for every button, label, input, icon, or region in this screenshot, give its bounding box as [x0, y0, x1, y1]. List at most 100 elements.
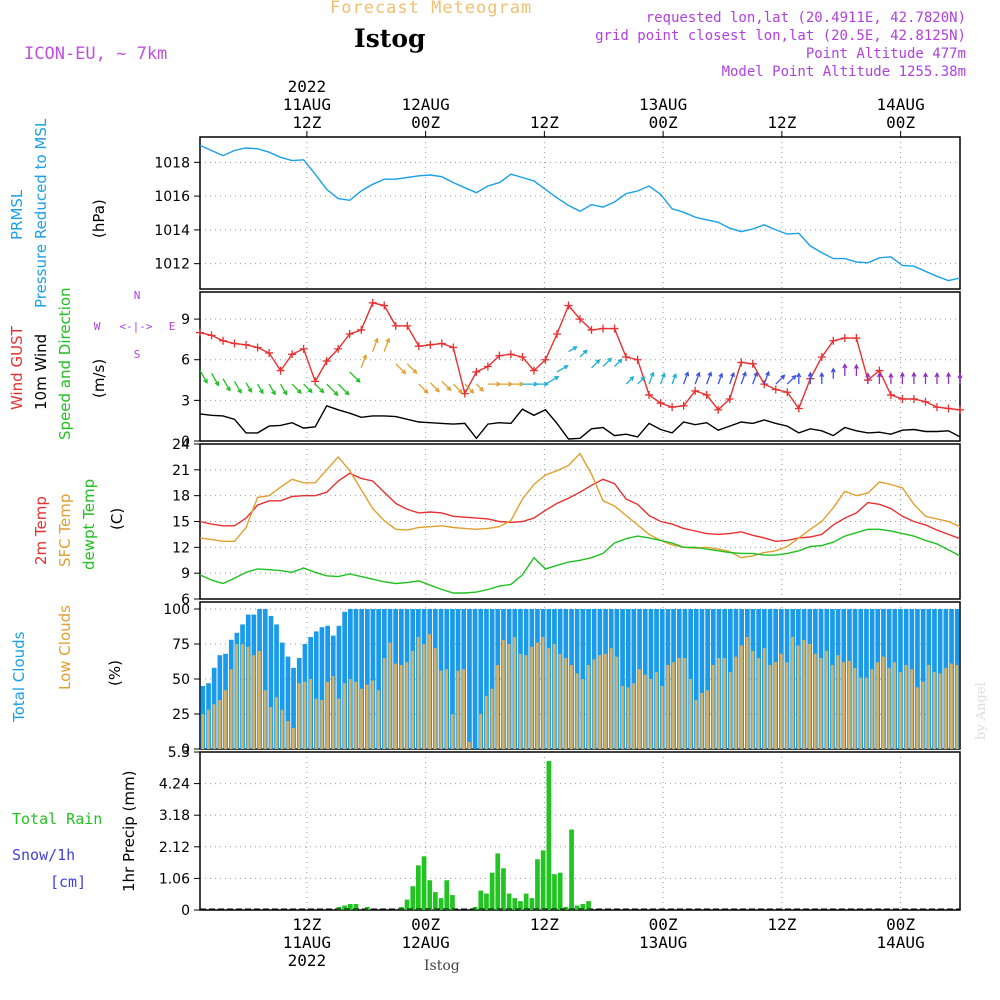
- low-cloud-bar: [791, 637, 794, 749]
- y-tick-label-temperature: 24: [172, 437, 190, 453]
- low-cloud-bar: [558, 653, 562, 749]
- wind-direction-arrow: [763, 370, 770, 385]
- total-cloud-bar: [319, 627, 325, 749]
- rain-bar: [427, 880, 433, 910]
- low-cloud-bar: [450, 714, 454, 749]
- low-cloud-bar: [910, 669, 914, 749]
- low-cloud-bar: [694, 700, 698, 749]
- low-cloud-bar: [479, 714, 482, 749]
- gust-marker: [633, 355, 642, 364]
- low-cloud-bar: [762, 648, 766, 749]
- low-cloud-bar: [552, 644, 556, 749]
- gust-marker: [932, 403, 941, 412]
- t2m-series: [199, 472, 961, 543]
- gust-marker: [737, 358, 746, 367]
- wind-direction-arrow: [694, 371, 701, 385]
- low-cloud-bar: [876, 662, 879, 749]
- rain-bar: [416, 865, 421, 910]
- low-cloud-bar: [927, 665, 931, 749]
- low-cloud-bar: [853, 667, 857, 749]
- low-cloud-bar: [377, 690, 380, 749]
- rain-bar: [557, 872, 563, 910]
- y-tick-label-clouds: 25: [172, 707, 190, 723]
- low-cloud-bar: [518, 653, 522, 749]
- low-cloud-bar: [779, 653, 783, 749]
- low-cloud-bar: [348, 679, 352, 749]
- low-cloud-bar: [955, 665, 959, 749]
- low-cloud-bar: [819, 658, 823, 749]
- wind-direction-arrow: [888, 372, 894, 385]
- top-time-label: 00Z: [886, 113, 915, 132]
- low-cloud-bar: [672, 662, 675, 749]
- wind-direction-arrow: [510, 381, 525, 387]
- compass-east: E: [169, 320, 176, 333]
- low-cloud-bar: [757, 658, 760, 749]
- low-cloud-bar: [847, 660, 851, 749]
- total-cloud-bar: [262, 609, 268, 749]
- gust-marker: [196, 328, 204, 337]
- wind-direction-arrow: [579, 349, 588, 358]
- wind-direction-arrow: [842, 363, 848, 376]
- low-cloud-bar: [836, 655, 840, 749]
- gust-marker: [322, 357, 331, 366]
- low-cloud-bar: [218, 700, 222, 749]
- wind-direction-arrow: [395, 363, 407, 375]
- gust-marker: [506, 350, 515, 359]
- low-cloud-bar: [382, 658, 386, 749]
- total-cloud-bar: [625, 609, 631, 749]
- gust-marker: [357, 325, 366, 334]
- low-cloud-bar: [416, 637, 420, 749]
- location-title: Istog: [354, 24, 426, 53]
- wind-direction-arrow: [922, 372, 928, 385]
- gust-marker: [956, 405, 964, 414]
- low-cloud-bar: [263, 690, 267, 749]
- wind-direction-arrow: [614, 358, 623, 367]
- wind-direction-arrow: [602, 357, 613, 367]
- gust-marker: [656, 399, 665, 408]
- bottom-time-label: 12Z: [530, 915, 559, 934]
- rain-bar: [489, 872, 495, 910]
- top-time-label: 00Z: [411, 113, 440, 132]
- rain-bar: [518, 901, 523, 910]
- gust-marker: [529, 366, 538, 375]
- wind-speed-series: [199, 404, 961, 440]
- bottom-time-label: 12Z: [292, 915, 321, 934]
- dewpoint-series: [199, 528, 961, 594]
- low-cloud-bar: [938, 673, 942, 749]
- gust-marker: [622, 353, 631, 362]
- sfc-series: [199, 452, 961, 559]
- low-cloud-bar: [655, 672, 658, 749]
- gust-marker: [414, 342, 423, 351]
- total-cloud-bar: [365, 609, 370, 749]
- bottom-time-label: 11AUG: [283, 933, 331, 952]
- wind-direction-arrow: [326, 383, 339, 397]
- rain-bar: [546, 760, 552, 910]
- total-cloud-bar: [353, 609, 359, 749]
- total-cloud-bar: [699, 609, 705, 749]
- y-tick-label-temperature: 6: [181, 592, 190, 608]
- total-cloud-bar: [484, 609, 489, 749]
- low-cloud-bar: [490, 688, 494, 749]
- low-cloud-bar: [235, 644, 239, 749]
- low-cloud-bar: [626, 687, 630, 749]
- low-cloud-bar: [331, 676, 335, 749]
- bottom-time-label: 14AUG: [877, 933, 925, 952]
- rain-bar: [586, 901, 591, 910]
- gust-marker: [886, 390, 895, 399]
- low-cloud-bar: [501, 639, 505, 749]
- low-cloud-bar: [269, 707, 273, 749]
- low-cloud-bar: [587, 665, 590, 749]
- low-cloud-bar: [388, 642, 392, 749]
- low-cloud-bar: [535, 642, 539, 749]
- wind-direction-arrow: [682, 371, 690, 385]
- low-cloud-bar: [643, 674, 647, 749]
- bottom-time-label: 12AUG: [402, 933, 450, 952]
- total-cloud-bar: [659, 609, 665, 749]
- low-cloud-bar: [677, 658, 681, 749]
- gust-marker: [829, 336, 838, 345]
- low-cloud-bar: [592, 659, 596, 749]
- low-cloud-bar: [893, 662, 896, 749]
- rain-bar: [433, 892, 438, 910]
- low-cloud-bar: [921, 681, 925, 749]
- rain-bar: [404, 899, 410, 910]
